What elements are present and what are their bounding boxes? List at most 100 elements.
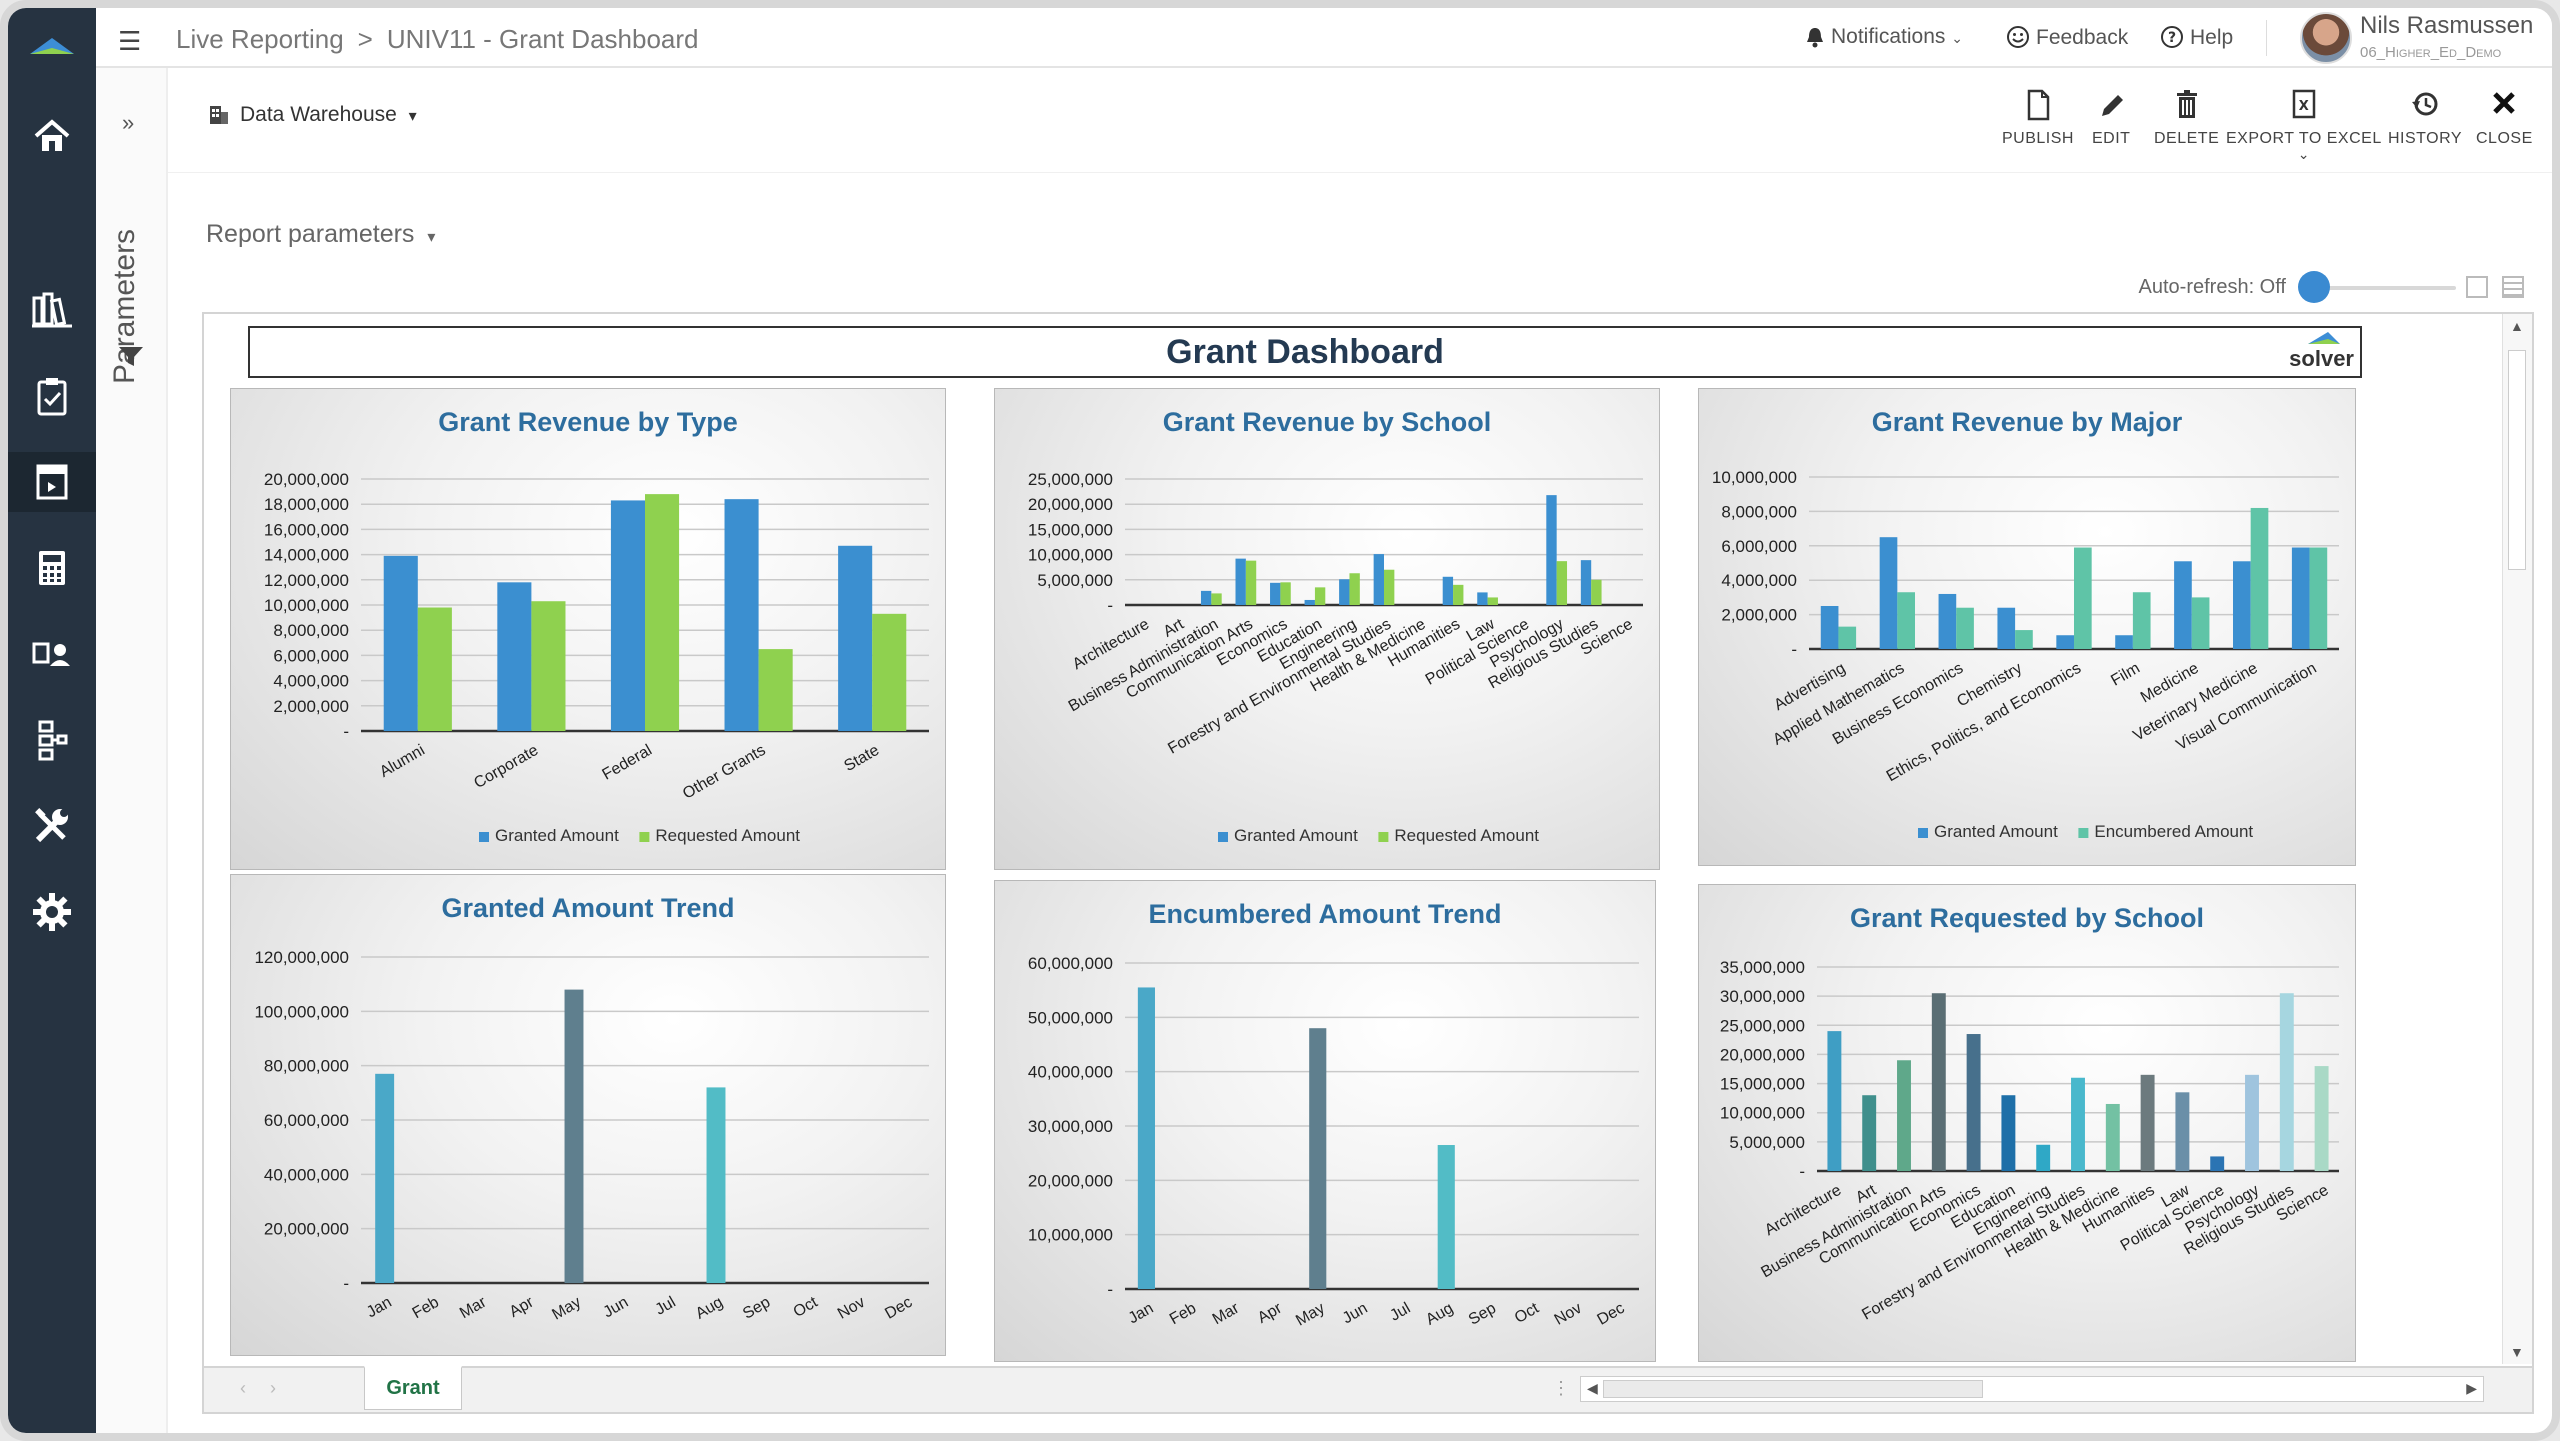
chart-bar[interactable] bbox=[2140, 1074, 2155, 1171]
chart-bar[interactable] bbox=[1270, 582, 1281, 605]
chart-bar[interactable] bbox=[1827, 1031, 1842, 1171]
chart-bar[interactable] bbox=[2233, 561, 2251, 649]
chart-bar[interactable] bbox=[2115, 635, 2133, 649]
chart-bar[interactable] bbox=[1442, 576, 1454, 605]
scrollbar-thumb[interactable] bbox=[2508, 350, 2526, 570]
report-parameters-toggle[interactable]: Report parameters ▾ bbox=[206, 220, 435, 249]
home-icon[interactable] bbox=[22, 106, 82, 166]
splitter-icon[interactable]: ⋮ bbox=[1552, 1378, 1570, 1398]
feedback-button[interactable]: Feedback bbox=[2006, 25, 2128, 50]
chart-bar[interactable] bbox=[1862, 1095, 1877, 1171]
chart-bar[interactable] bbox=[2210, 1156, 2225, 1171]
scroll-up-icon[interactable]: ▲ bbox=[2510, 318, 2524, 334]
vertical-scrollbar[interactable]: ▲ ▼ bbox=[2502, 314, 2532, 1364]
chart-bar[interactable] bbox=[1820, 606, 1839, 649]
hierarchy-icon[interactable] bbox=[22, 710, 82, 770]
chart-bar[interactable] bbox=[1966, 1034, 1981, 1171]
chart-bar[interactable] bbox=[1997, 607, 2016, 649]
chart-bar[interactable] bbox=[2174, 561, 2192, 649]
chart-bar[interactable] bbox=[838, 545, 873, 731]
scrollbar-thumb[interactable] bbox=[1603, 1380, 1983, 1398]
chart-bar[interactable] bbox=[2132, 592, 2151, 649]
chart-bar[interactable] bbox=[1879, 537, 1898, 649]
chart-bar[interactable] bbox=[1556, 561, 1568, 605]
chart-bar[interactable] bbox=[1938, 593, 1957, 649]
chart-bar[interactable] bbox=[2056, 635, 2074, 649]
chart-bar[interactable] bbox=[2105, 1103, 2120, 1171]
logo-icon[interactable] bbox=[22, 24, 82, 72]
expand-parameters-icon[interactable]: » bbox=[122, 110, 135, 135]
user-name[interactable]: Nils Rasmussen bbox=[2360, 12, 2534, 39]
menu-icon[interactable]: ☰ bbox=[118, 26, 142, 56]
chart-bar[interactable] bbox=[1349, 573, 1360, 605]
filter-icon[interactable] bbox=[118, 346, 144, 368]
chart-bar[interactable] bbox=[1384, 569, 1395, 605]
chart-bar[interactable] bbox=[497, 582, 532, 731]
chart-bar[interactable] bbox=[375, 1073, 395, 1283]
chart-bar[interactable] bbox=[1453, 584, 1464, 605]
notifications-button[interactable]: Notifications ⌄ bbox=[1805, 25, 1963, 49]
chart-bar[interactable] bbox=[1956, 607, 1974, 649]
chart-bar[interactable] bbox=[2314, 1066, 2329, 1171]
chart-bar[interactable] bbox=[1309, 1028, 1327, 1289]
chart-bar[interactable] bbox=[1546, 495, 1557, 605]
sheet-nav-arrows[interactable]: ‹› bbox=[240, 1378, 300, 1398]
chart-bar[interactable] bbox=[417, 607, 452, 731]
chart-bar[interactable] bbox=[1211, 593, 1222, 605]
books-icon[interactable] bbox=[22, 280, 82, 340]
auto-refresh-slider-track[interactable] bbox=[2302, 286, 2456, 290]
export-to-excel-button[interactable]: X EXPORT TO EXCEL ⌄ bbox=[2226, 88, 2382, 163]
sheet-tab-grant[interactable]: Grant bbox=[364, 1366, 462, 1410]
user-docs-icon[interactable] bbox=[22, 624, 82, 684]
scroll-right-icon[interactable]: ▶ bbox=[2466, 1380, 2477, 1396]
help-button[interactable]: ? Help bbox=[2160, 25, 2233, 50]
chart-bar[interactable] bbox=[1477, 592, 1488, 605]
chevron-down-icon[interactable]: ⌄ bbox=[2297, 146, 2310, 162]
scroll-left-icon[interactable]: ◀ bbox=[1587, 1380, 1598, 1396]
chart-bar[interactable] bbox=[2015, 630, 2033, 649]
grid-icon[interactable] bbox=[2502, 276, 2524, 298]
avatar[interactable] bbox=[2300, 12, 2352, 64]
scroll-down-icon[interactable]: ▼ bbox=[2510, 1344, 2524, 1360]
chart-bar[interactable] bbox=[872, 613, 907, 731]
chart-bar[interactable] bbox=[564, 989, 584, 1283]
chart-bar[interactable] bbox=[2279, 993, 2294, 1171]
horizontal-scrollbar[interactable]: ◀ ▶ bbox=[1580, 1376, 2484, 1402]
history-button[interactable]: HISTORY bbox=[2388, 88, 2462, 148]
publish-button[interactable]: PUBLISH bbox=[2002, 88, 2074, 148]
chart-bar[interactable] bbox=[1339, 579, 1350, 605]
chart-bar[interactable] bbox=[2001, 1095, 2016, 1171]
chart-bar[interactable] bbox=[1580, 560, 1592, 605]
chart-bar[interactable] bbox=[1280, 582, 1291, 605]
chart-bar[interactable] bbox=[724, 499, 759, 731]
chart-bar[interactable] bbox=[1200, 590, 1212, 605]
breadcrumb-root[interactable]: Live Reporting bbox=[176, 24, 344, 54]
chart-bar[interactable] bbox=[1304, 599, 1315, 605]
chart-bar[interactable] bbox=[2245, 1074, 2259, 1171]
chart-bar[interactable] bbox=[706, 1087, 726, 1283]
chart-bar[interactable] bbox=[1838, 626, 1857, 649]
delete-button[interactable]: DELETE bbox=[2154, 88, 2219, 148]
chart-bar[interactable] bbox=[531, 601, 566, 731]
clipboard-icon[interactable] bbox=[22, 366, 82, 426]
chart-bar[interactable] bbox=[2291, 547, 2310, 649]
close-button[interactable]: CLOSE bbox=[2476, 88, 2533, 148]
chart-bar[interactable] bbox=[758, 649, 793, 731]
auto-refresh-slider-handle[interactable] bbox=[2298, 271, 2330, 303]
calculator-icon[interactable] bbox=[22, 538, 82, 598]
chart-bar[interactable] bbox=[610, 500, 645, 731]
chart-bar[interactable] bbox=[2250, 507, 2269, 649]
chart-bar[interactable] bbox=[2309, 547, 2328, 649]
chart-bar[interactable] bbox=[2175, 1092, 2190, 1171]
data-source-selector[interactable]: Data Warehouse ▾ bbox=[208, 103, 417, 127]
expand-icon[interactable] bbox=[2466, 276, 2488, 298]
chart-bar[interactable] bbox=[2036, 1144, 2051, 1171]
chart-bar[interactable] bbox=[1373, 554, 1384, 605]
chart-bar[interactable] bbox=[2191, 597, 2210, 649]
chart-bar[interactable] bbox=[1137, 987, 1155, 1289]
chart-bar[interactable] bbox=[1487, 597, 1498, 605]
report-icon[interactable] bbox=[8, 452, 96, 512]
chart-bar[interactable] bbox=[1591, 579, 1602, 605]
chart-bar[interactable] bbox=[1437, 1145, 1455, 1289]
tools-icon[interactable] bbox=[22, 796, 82, 856]
